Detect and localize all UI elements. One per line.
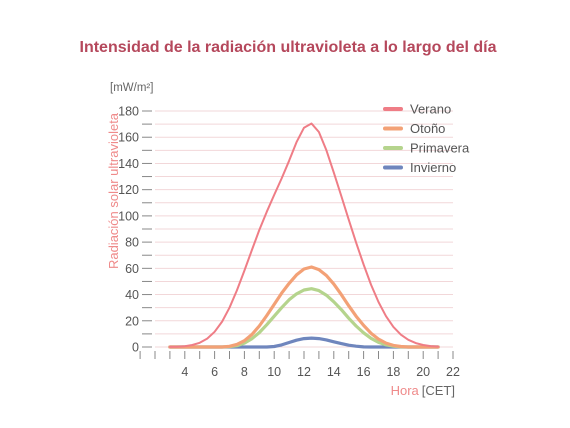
y-axis-unit: [mW/m²]: [110, 82, 153, 94]
y-tick-label: 40: [125, 288, 139, 302]
y-tick-label: 80: [125, 236, 139, 250]
x-tick-label: 14: [327, 365, 341, 379]
series-line: [168, 265, 440, 349]
x-tick-label: 16: [357, 365, 371, 379]
legend-label: Primavera: [410, 141, 470, 156]
x-axis-label: Hora [CET]: [391, 383, 455, 398]
x-axis-ticks: 4 6 8 10 12 14 16 18 20 22: [139, 351, 460, 379]
series-line: [168, 122, 440, 348]
legend-label: Invierno: [410, 160, 456, 175]
y-tick-label: 140: [118, 157, 139, 171]
x-tick-label: 22: [446, 365, 460, 379]
y-tick-label: 120: [118, 183, 139, 197]
x-tick-label: 6: [211, 365, 218, 379]
x-tick-label: 10: [267, 365, 281, 379]
y-tick-label: 0: [132, 341, 139, 355]
x-tick-label: 20: [416, 365, 430, 379]
legend-label: Verano: [410, 102, 451, 117]
x-axis-label-unit: [CET]: [422, 383, 455, 398]
x-tick-label: 4: [181, 365, 188, 379]
legend-label: Otoño: [410, 121, 445, 136]
chart-title: Intensidad de la radiación ultravioleta …: [80, 39, 497, 56]
y-axis-label: Radiación solar ultravioleta: [106, 112, 121, 269]
y-tick-label: 160: [118, 131, 139, 145]
x-tick-label: 18: [386, 365, 400, 379]
gridlines: [155, 110, 453, 348]
x-tick-label: 12: [297, 365, 311, 379]
y-tick-label: 100: [118, 209, 139, 223]
y-tick-label: 60: [125, 262, 139, 276]
y-axis-ticks: 0 20 40 60 80 100 120 140 160 180: [118, 105, 152, 355]
legend: Verano Otoño Primavera Invierno: [383, 102, 470, 175]
y-tick-label: 180: [118, 105, 139, 119]
x-axis-label-word: Hora: [391, 383, 420, 398]
y-tick-label: 20: [125, 314, 139, 328]
x-tick-label: 8: [241, 365, 248, 379]
series-lines: [168, 122, 440, 349]
